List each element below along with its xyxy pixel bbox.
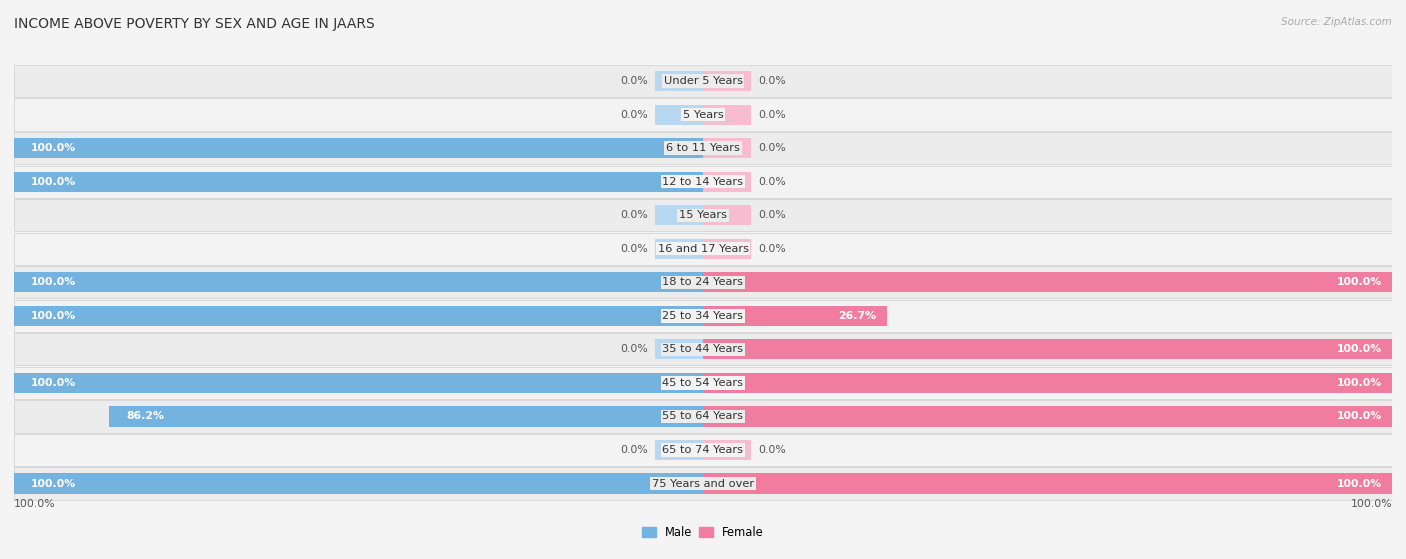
Text: 0.0%: 0.0% bbox=[758, 143, 786, 153]
Bar bbox=[14, 199, 1392, 231]
Bar bbox=[14, 467, 1392, 500]
Text: 100.0%: 100.0% bbox=[1336, 479, 1382, 489]
Bar bbox=[703, 138, 751, 158]
Bar bbox=[14, 233, 1392, 265]
Bar bbox=[703, 373, 1392, 393]
Bar bbox=[703, 473, 1392, 494]
Text: 100.0%: 100.0% bbox=[14, 499, 56, 509]
Bar bbox=[655, 440, 703, 460]
Bar bbox=[703, 406, 1392, 427]
Bar bbox=[703, 105, 751, 125]
Text: Source: ZipAtlas.com: Source: ZipAtlas.com bbox=[1281, 17, 1392, 27]
Bar bbox=[14, 165, 1392, 198]
Legend: Male, Female: Male, Female bbox=[637, 522, 769, 544]
Text: 100.0%: 100.0% bbox=[31, 311, 76, 321]
Bar bbox=[14, 300, 1392, 332]
Text: 0.0%: 0.0% bbox=[620, 76, 648, 86]
Bar bbox=[14, 132, 1392, 164]
Bar bbox=[14, 373, 703, 393]
Text: 5 Years: 5 Years bbox=[683, 110, 723, 120]
Bar bbox=[14, 367, 1392, 399]
Bar bbox=[703, 239, 751, 259]
Text: 0.0%: 0.0% bbox=[758, 76, 786, 86]
Text: 26.7%: 26.7% bbox=[838, 311, 876, 321]
Text: 15 Years: 15 Years bbox=[679, 210, 727, 220]
Text: 100.0%: 100.0% bbox=[31, 479, 76, 489]
Text: INCOME ABOVE POVERTY BY SEX AND AGE IN JAARS: INCOME ABOVE POVERTY BY SEX AND AGE IN J… bbox=[14, 17, 375, 31]
Bar bbox=[703, 205, 751, 225]
Text: 100.0%: 100.0% bbox=[31, 378, 76, 388]
Text: Under 5 Years: Under 5 Years bbox=[664, 76, 742, 86]
Text: 0.0%: 0.0% bbox=[758, 177, 786, 187]
Bar bbox=[703, 440, 751, 460]
Bar bbox=[655, 71, 703, 91]
Bar bbox=[110, 406, 703, 427]
Bar bbox=[655, 205, 703, 225]
Text: 0.0%: 0.0% bbox=[620, 110, 648, 120]
Text: 0.0%: 0.0% bbox=[758, 445, 786, 455]
Text: 25 to 34 Years: 25 to 34 Years bbox=[662, 311, 744, 321]
Text: 65 to 74 Years: 65 to 74 Years bbox=[662, 445, 744, 455]
Text: 100.0%: 100.0% bbox=[1336, 378, 1382, 388]
Text: 100.0%: 100.0% bbox=[31, 177, 76, 187]
Bar bbox=[14, 333, 1392, 366]
Text: 100.0%: 100.0% bbox=[1350, 499, 1392, 509]
Bar bbox=[14, 172, 703, 192]
Bar bbox=[14, 434, 1392, 466]
Bar bbox=[703, 306, 887, 326]
Bar bbox=[14, 306, 703, 326]
Text: 100.0%: 100.0% bbox=[31, 277, 76, 287]
Bar bbox=[14, 266, 1392, 299]
Text: 55 to 64 Years: 55 to 64 Years bbox=[662, 411, 744, 421]
Bar bbox=[14, 400, 1392, 433]
Text: 16 and 17 Years: 16 and 17 Years bbox=[658, 244, 748, 254]
Text: 0.0%: 0.0% bbox=[758, 110, 786, 120]
Text: 35 to 44 Years: 35 to 44 Years bbox=[662, 344, 744, 354]
Text: 100.0%: 100.0% bbox=[1336, 344, 1382, 354]
Bar bbox=[655, 339, 703, 359]
Text: 18 to 24 Years: 18 to 24 Years bbox=[662, 277, 744, 287]
Bar bbox=[14, 272, 703, 292]
Text: 0.0%: 0.0% bbox=[620, 344, 648, 354]
Text: 100.0%: 100.0% bbox=[31, 143, 76, 153]
Text: 100.0%: 100.0% bbox=[1336, 411, 1382, 421]
Text: 0.0%: 0.0% bbox=[620, 244, 648, 254]
Bar bbox=[703, 339, 1392, 359]
Text: 0.0%: 0.0% bbox=[758, 210, 786, 220]
Bar bbox=[655, 239, 703, 259]
Text: 0.0%: 0.0% bbox=[758, 244, 786, 254]
Text: 0.0%: 0.0% bbox=[620, 210, 648, 220]
Text: 100.0%: 100.0% bbox=[1336, 277, 1382, 287]
Text: 45 to 54 Years: 45 to 54 Years bbox=[662, 378, 744, 388]
Text: 86.2%: 86.2% bbox=[127, 411, 165, 421]
Bar bbox=[655, 105, 703, 125]
Bar bbox=[14, 65, 1392, 97]
Bar bbox=[703, 172, 751, 192]
Bar bbox=[703, 272, 1392, 292]
Text: 12 to 14 Years: 12 to 14 Years bbox=[662, 177, 744, 187]
Text: 0.0%: 0.0% bbox=[620, 445, 648, 455]
Text: 6 to 11 Years: 6 to 11 Years bbox=[666, 143, 740, 153]
Text: 75 Years and over: 75 Years and over bbox=[652, 479, 754, 489]
Bar bbox=[703, 71, 751, 91]
Bar bbox=[14, 473, 703, 494]
Bar bbox=[14, 98, 1392, 131]
Bar bbox=[14, 138, 703, 158]
